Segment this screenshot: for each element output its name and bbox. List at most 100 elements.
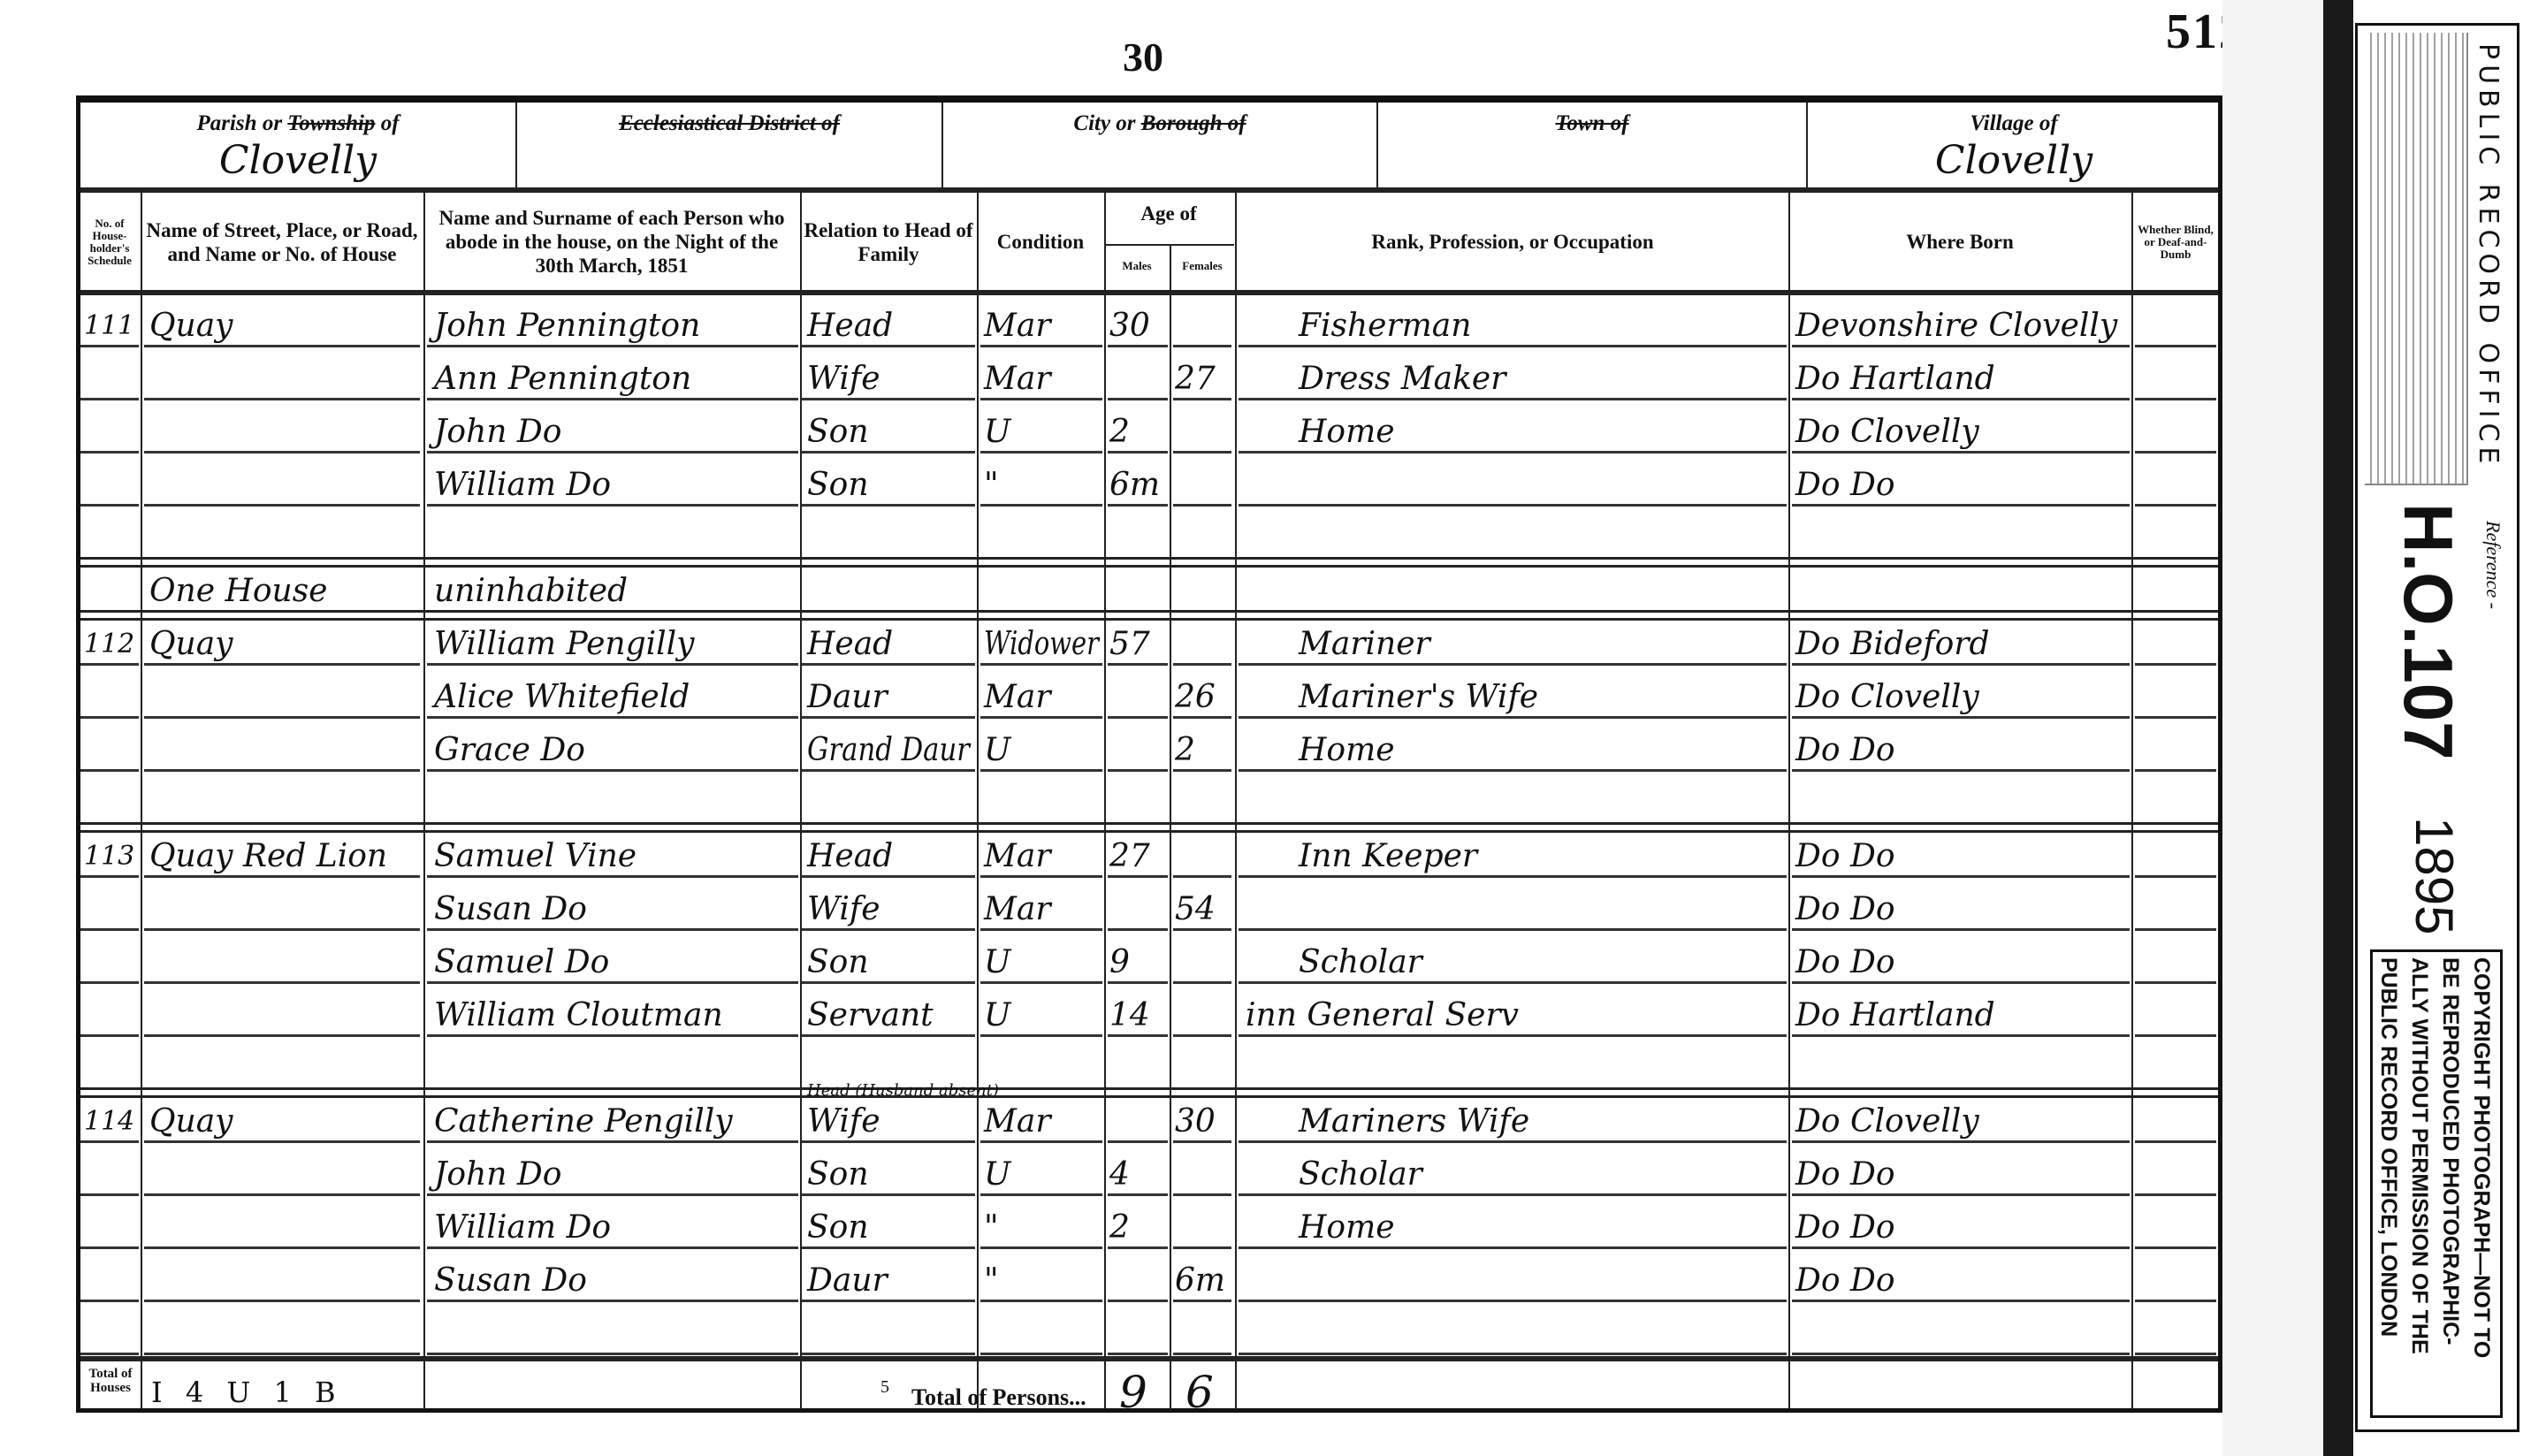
schedule-number: 112: [84, 629, 135, 659]
ruled-line: [980, 769, 1102, 772]
ruled-line: [1792, 1140, 2130, 1143]
occupation: Home: [1299, 732, 1395, 768]
parish-label-struck: Township: [287, 111, 376, 135]
town-label: Town of: [1555, 111, 1629, 135]
male-age: 57: [1109, 626, 1150, 662]
ruled-line: [80, 769, 139, 772]
relation: Son: [807, 1156, 869, 1193]
office-name: PUBLIC RECORD OFFICE: [2473, 43, 2504, 469]
male-age: 14: [1109, 997, 1150, 1033]
birthplace: Do Do: [1795, 1262, 1895, 1299]
ruled-line: [1239, 345, 1787, 347]
relation: Grand Daur: [807, 732, 970, 768]
ruled-line: [2135, 1140, 2216, 1143]
ruled-line: [427, 716, 798, 719]
birthplace: Do Clovelly: [1795, 414, 1979, 450]
ruler-lines: [2365, 33, 2468, 485]
ruled-line: [2135, 398, 2216, 400]
male-age: 9: [1109, 944, 1130, 980]
ruled-line: [1239, 1193, 1787, 1196]
condition: U: [984, 1156, 1011, 1193]
ruled-line: [144, 345, 420, 347]
person-name: John Do: [434, 1156, 562, 1193]
column-rule: [1235, 189, 1237, 1409]
ruled-line: [2135, 1034, 2216, 1037]
ruled-line: [1173, 928, 1231, 931]
ruled-line: [144, 875, 420, 878]
schedule-number: 114: [84, 1106, 135, 1137]
ruled-line: [144, 398, 420, 400]
ruled-line: [80, 663, 139, 666]
ruled-line: [2135, 875, 2216, 878]
column-rule: [423, 189, 425, 1409]
schedule-number: 113: [84, 841, 135, 872]
ruled-line: [1792, 1246, 2130, 1249]
male-age: 27: [1109, 838, 1150, 874]
copyright-line: BE REPRODUCED PHOTOGRAPHIC-: [2438, 957, 2463, 1345]
col-blind: Whether Blind, or Deaf-and-Dumb: [2138, 222, 2214, 261]
ruled-line: [802, 345, 975, 347]
ruled-line: [1792, 1193, 2130, 1196]
ruled-line: [2135, 769, 2216, 772]
ruled-line: [980, 928, 1102, 931]
ruled-line: [980, 398, 1102, 400]
condition: U: [984, 997, 1011, 1033]
person-name: Catherine Pengilly: [434, 1103, 733, 1140]
ruled-line: [1792, 398, 2130, 400]
ruled-line: [980, 1193, 1102, 1196]
schedule-number: 111: [84, 310, 135, 341]
city-label-struck: Borough of: [1140, 111, 1246, 135]
parish-label: Parish or: [196, 111, 283, 135]
ruled-line: [980, 1140, 1102, 1143]
male-age: 4: [1109, 1156, 1130, 1193]
birthplace: Devonshire Clovelly: [1795, 308, 2118, 344]
street-name: Quay: [149, 626, 233, 662]
ruled-line: [802, 1353, 975, 1355]
ruled-line: [1108, 1193, 1168, 1196]
ruled-line: [1792, 769, 2130, 772]
ruled-line: [1239, 398, 1787, 400]
occupation: Dress Maker: [1299, 361, 1506, 397]
ruled-line: [144, 716, 420, 719]
condition: Mar: [984, 679, 1051, 715]
relation: Son: [807, 944, 869, 980]
ruled-line: [80, 504, 139, 507]
village-label: Village of: [1970, 111, 2058, 135]
ruled-line: [144, 769, 420, 772]
ruled-line: [80, 1140, 139, 1143]
ruled-line: [80, 398, 139, 400]
ruled-line: [1108, 1353, 1168, 1355]
person-name: Alice Whitefield: [434, 679, 690, 715]
ruled-line: [980, 345, 1102, 347]
ruled-line: [1108, 928, 1168, 931]
ruled-line: [1173, 1300, 1231, 1302]
parish-value: Clovelly: [218, 138, 377, 183]
reference-label: PUBLIC RECORD OFFICE Reference - H.O.107…: [2355, 23, 2519, 1432]
relation: Head: [807, 308, 894, 344]
ruled-line: [1239, 1034, 1787, 1037]
column-rule: [977, 189, 979, 1409]
ruled-line: [1792, 716, 2130, 719]
ruled-line: [980, 663, 1102, 666]
person-name: Samuel Vine: [434, 838, 637, 874]
condition: ": [984, 1262, 999, 1299]
ruled-line: [980, 981, 1102, 984]
female-age: 30: [1175, 1103, 1216, 1140]
ruled-line: [80, 1193, 139, 1196]
female-age: 26: [1175, 679, 1216, 715]
ruled-line: [1173, 345, 1231, 347]
ruled-line: [802, 1034, 975, 1037]
parish-field: Parish or Township of Clovelly: [80, 103, 515, 189]
ruled-line: [980, 875, 1102, 878]
relation: Servant: [807, 997, 934, 1033]
col-occupation: Rank, Profession, or Occupation: [1371, 231, 1654, 253]
person-name: Susan Do: [434, 891, 587, 927]
ruled-line: [80, 345, 139, 347]
condition: Widower: [984, 626, 1099, 662]
col-schedule: No. of House-holder's Schedule: [88, 216, 132, 267]
column-rule: [800, 189, 802, 1409]
parish-label-end: of: [380, 111, 400, 135]
ruled-line: [1108, 451, 1168, 454]
ruled-line: [427, 875, 798, 878]
person-name: uninhabited: [434, 573, 629, 609]
